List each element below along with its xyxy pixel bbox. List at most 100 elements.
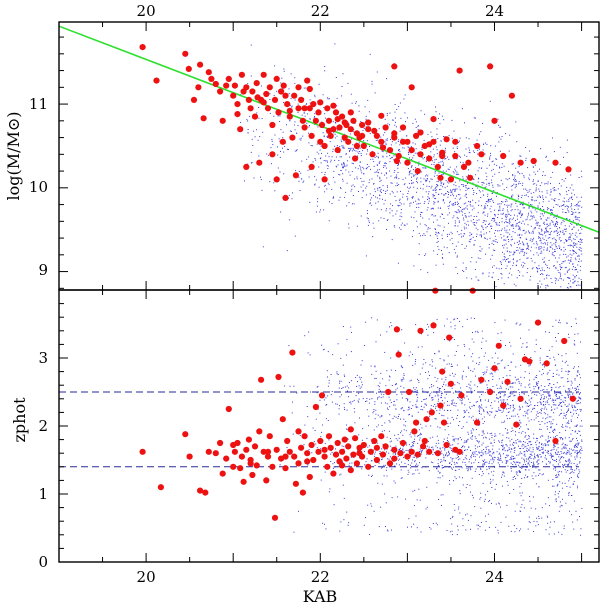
top-faint-point [516,180,517,182]
top-faint-point [493,244,495,245]
top-faint-point [534,173,536,175]
top-faint-point [540,238,542,240]
bottom-faint-point [484,421,486,423]
top-faint-point [538,195,540,197]
top-faint-point [343,164,345,166]
top-faint-point [398,199,400,201]
bottom-faint-point [457,529,459,531]
bottom-faint-point [293,385,295,387]
bottom-faint-point [389,406,391,408]
bottom-faint-point [529,447,531,449]
bottom-faint-point [405,430,407,432]
top-faint-point [496,241,498,243]
bottom-faint-point [377,385,379,386]
bottom-faint-point [560,377,562,379]
bottom-faint-point [479,424,481,426]
top-faint-point [547,207,548,209]
top-faint-point [476,222,478,224]
bottom-faint-point [461,378,463,380]
top-faint-point [543,222,545,224]
top-faint-point [559,227,561,229]
top-faint-point [556,247,558,249]
top-faint-point [536,221,538,223]
bottom-faint-point [576,403,578,405]
bottom-faint-point [506,461,508,463]
bottom-faint-point [316,392,318,394]
top-faint-point [441,257,443,258]
top-faint-point [459,198,461,200]
top-faint-point [563,242,565,244]
bottom-faint-point [480,399,482,400]
top-faint-point [326,137,328,138]
top-faint-point [324,185,325,187]
bottom-faint-point [543,397,545,399]
top-faint-point [506,236,508,238]
bottom-faint-point [414,390,416,392]
bottom-faint-point [526,409,528,411]
bottom-faint-point [559,437,561,438]
bottom-faint-point [547,402,549,404]
bottom-faint-point [464,450,465,451]
top-faint-point [415,121,417,123]
top-faint-point [577,217,579,219]
bottom-faint-point [550,426,552,428]
bottom-faint-point [503,448,505,450]
top-faint-point [511,236,513,238]
top-faint-point [416,174,418,175]
bottom-faint-point [422,409,424,411]
top-faint-point [484,214,486,216]
top-faint-point [487,213,489,215]
bottom-faint-point [573,405,575,407]
top-faint-point [570,257,572,259]
bottom-faint-point [539,362,541,364]
bottom-faint-point [432,397,434,398]
top-faint-point [506,265,508,267]
bottom-faint-point [506,445,508,447]
top-faint-point [451,233,453,235]
bottom-faint-point [522,406,523,408]
bottom-faint-point [571,439,573,441]
top-faint-point [574,243,576,245]
bottom-faint-point [370,365,372,367]
bottom-faint-point [435,407,436,409]
bottom-faint-point [515,463,517,465]
bottom-faint-point [284,385,286,387]
top-faint-point [350,93,352,95]
top-faint-point [478,177,480,179]
top-faint-point [542,258,544,260]
top-faint-point [574,216,576,218]
top-faint-point [247,129,249,130]
top-faint-point [527,167,529,169]
bottom-faint-point [363,345,365,346]
top-faint-point [571,197,572,199]
top-faint-point [454,181,456,183]
bottom-faint-point [426,392,428,394]
bottom-faint-point [369,398,371,400]
bottom-faint-point [368,415,370,417]
top-faint-point [556,278,557,280]
top-faint-point [448,191,450,193]
bottom-faint-point [493,452,495,454]
bottom-faint-point [578,393,580,395]
top-faint-point [545,182,547,184]
top-faint-point [468,200,470,202]
top-faint-point [386,114,388,116]
top-faint-point [309,99,311,101]
top-faint-point [494,145,496,147]
top-faint-point [552,254,554,256]
top-faint-point [515,285,517,287]
bottom-faint-point [574,431,576,433]
bottom-faint-point [534,455,535,457]
top-faint-point [443,194,445,196]
bottom-faint-point [540,403,542,405]
bottom-faint-point [409,351,411,353]
bottom-faint-point [485,406,487,408]
top-faint-point [328,156,330,158]
bottom-faint-point [506,375,508,377]
top-data-point [243,163,250,170]
top-faint-point [405,121,406,123]
bottom-faint-point [279,464,281,466]
top-faint-point [377,189,379,191]
top-faint-point [479,250,481,252]
bottom-faint-point [472,435,474,437]
